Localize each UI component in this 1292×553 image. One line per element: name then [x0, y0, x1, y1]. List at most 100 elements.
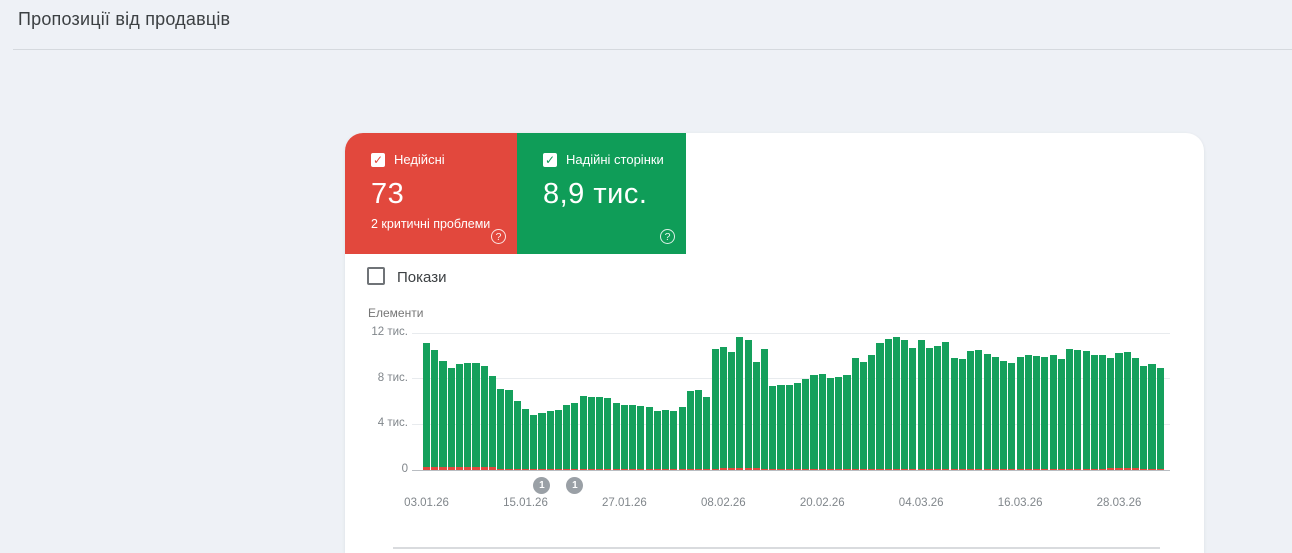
chart-bar[interactable] — [513, 400, 521, 470]
chart-bar[interactable] — [934, 345, 942, 470]
chart-bar[interactable] — [653, 410, 661, 470]
chart-bar[interactable] — [769, 385, 777, 470]
chart-bar[interactable] — [884, 338, 892, 470]
chart-bar[interactable] — [744, 340, 752, 470]
invalid-checkbox[interactable]: ✓ — [371, 152, 385, 167]
chart-bar[interactable] — [439, 360, 447, 470]
chart-bar[interactable] — [455, 364, 464, 470]
chart-bar[interactable] — [1123, 351, 1131, 470]
chart-bar[interactable] — [1148, 364, 1156, 470]
chart-bar[interactable] — [1008, 362, 1016, 470]
chart-bar[interactable] — [1066, 349, 1074, 470]
chart-bar[interactable] — [1140, 366, 1148, 470]
chart-bar[interactable] — [637, 406, 645, 470]
chart-bar[interactable] — [488, 375, 497, 470]
chart-bar[interactable] — [431, 349, 439, 470]
chart-bar[interactable] — [1082, 351, 1090, 470]
chart-bar[interactable] — [761, 349, 769, 470]
chart-bar[interactable] — [1156, 367, 1164, 470]
chart-bar[interactable] — [686, 391, 694, 470]
chart-bar[interactable] — [1024, 354, 1032, 470]
chart-bar[interactable] — [851, 358, 859, 470]
chart-bar[interactable] — [554, 409, 562, 470]
chart-bar[interactable] — [925, 347, 933, 470]
chart-bar[interactable] — [843, 375, 851, 470]
invalid-summary-tile[interactable]: ✓ Недійсні 73 2 критичні проблеми ? — [345, 133, 517, 254]
chart-bar[interactable] — [1115, 352, 1123, 470]
chart-bar[interactable] — [695, 390, 703, 470]
chart-bar[interactable] — [1074, 349, 1082, 470]
chart-bar[interactable] — [835, 376, 843, 470]
chart-bar[interactable] — [958, 359, 966, 470]
chart-bar[interactable] — [909, 347, 917, 470]
chart-bar[interactable] — [802, 378, 810, 470]
chart-bar[interactable] — [950, 358, 958, 470]
chart-bar[interactable] — [818, 374, 826, 470]
chart-bar[interactable] — [546, 410, 554, 470]
chart-bar[interactable] — [678, 407, 686, 470]
chart-bar[interactable] — [826, 377, 835, 470]
chart-bar[interactable] — [629, 405, 637, 470]
chart-bar[interactable] — [752, 361, 760, 470]
chart-bar[interactable] — [793, 383, 802, 470]
chart-bar[interactable] — [596, 397, 604, 470]
chart-bar[interactable] — [703, 397, 711, 470]
chart-bar[interactable] — [1049, 355, 1057, 470]
chart-bar[interactable] — [604, 398, 612, 470]
chart-bar[interactable] — [480, 365, 488, 470]
chart-bar[interactable] — [447, 367, 455, 470]
chart-bar[interactable] — [942, 342, 950, 470]
chart-bar[interactable] — [1090, 354, 1098, 470]
chart-bar[interactable] — [612, 402, 620, 470]
chart-bar[interactable] — [587, 397, 595, 470]
chart-bar[interactable] — [521, 408, 530, 470]
chart-bar[interactable] — [736, 336, 744, 470]
chart-bar[interactable] — [868, 354, 876, 470]
chart-bar[interactable] — [472, 363, 480, 470]
chart-bar[interactable] — [1057, 359, 1065, 470]
chart-bar[interactable] — [530, 415, 538, 470]
chart-bar[interactable] — [497, 389, 505, 470]
chart-bar[interactable] — [662, 409, 670, 470]
chart-bar[interactable] — [538, 413, 546, 470]
chart-bar[interactable] — [892, 337, 900, 470]
valid-summary-tile[interactable]: ✓ Надійні сторінки 8,9 тис. ? — [517, 133, 686, 254]
chart-bar[interactable] — [645, 407, 653, 470]
annotation-marker[interactable]: 1 — [533, 477, 551, 494]
annotation-marker[interactable]: 1 — [566, 477, 584, 494]
chart-bar[interactable] — [983, 353, 991, 470]
chart-bar[interactable] — [719, 346, 727, 470]
chart-bar[interactable] — [967, 351, 975, 470]
chart-bar[interactable] — [777, 384, 785, 470]
chart-bar[interactable] — [1131, 358, 1140, 470]
impressions-checkbox[interactable] — [367, 267, 385, 285]
chart-bar[interactable] — [785, 384, 793, 470]
chart-bar[interactable] — [876, 343, 884, 470]
chart-bar[interactable] — [464, 363, 472, 470]
chart-bar[interactable] — [1041, 357, 1049, 470]
chart-bar[interactable] — [571, 402, 579, 470]
chart-bar[interactable] — [859, 361, 868, 470]
invalid-bar-segment — [835, 469, 843, 470]
chart-bar[interactable] — [1000, 360, 1008, 470]
chart-bar[interactable] — [975, 350, 983, 470]
chart-bar[interactable] — [563, 405, 571, 470]
chart-bar[interactable] — [917, 339, 925, 470]
chart-bar[interactable] — [711, 349, 719, 470]
chart-bar[interactable] — [670, 410, 678, 470]
chart-bar[interactable] — [1016, 357, 1024, 470]
chart-bar[interactable] — [579, 395, 587, 470]
chart-bar[interactable] — [991, 357, 999, 470]
chart-bar[interactable] — [423, 342, 431, 470]
valid-checkbox[interactable]: ✓ — [543, 152, 557, 167]
chart-bar[interactable] — [620, 405, 628, 470]
chart-bar[interactable] — [505, 390, 513, 470]
chart-bar[interactable] — [901, 339, 909, 470]
chart-bar[interactable] — [728, 351, 736, 470]
chart-bar[interactable] — [1099, 355, 1107, 470]
help-icon[interactable]: ? — [491, 229, 506, 244]
chart-bar[interactable] — [810, 375, 818, 470]
help-icon[interactable]: ? — [660, 229, 675, 244]
chart-bar[interactable] — [1107, 358, 1115, 470]
chart-bar[interactable] — [1033, 355, 1041, 470]
